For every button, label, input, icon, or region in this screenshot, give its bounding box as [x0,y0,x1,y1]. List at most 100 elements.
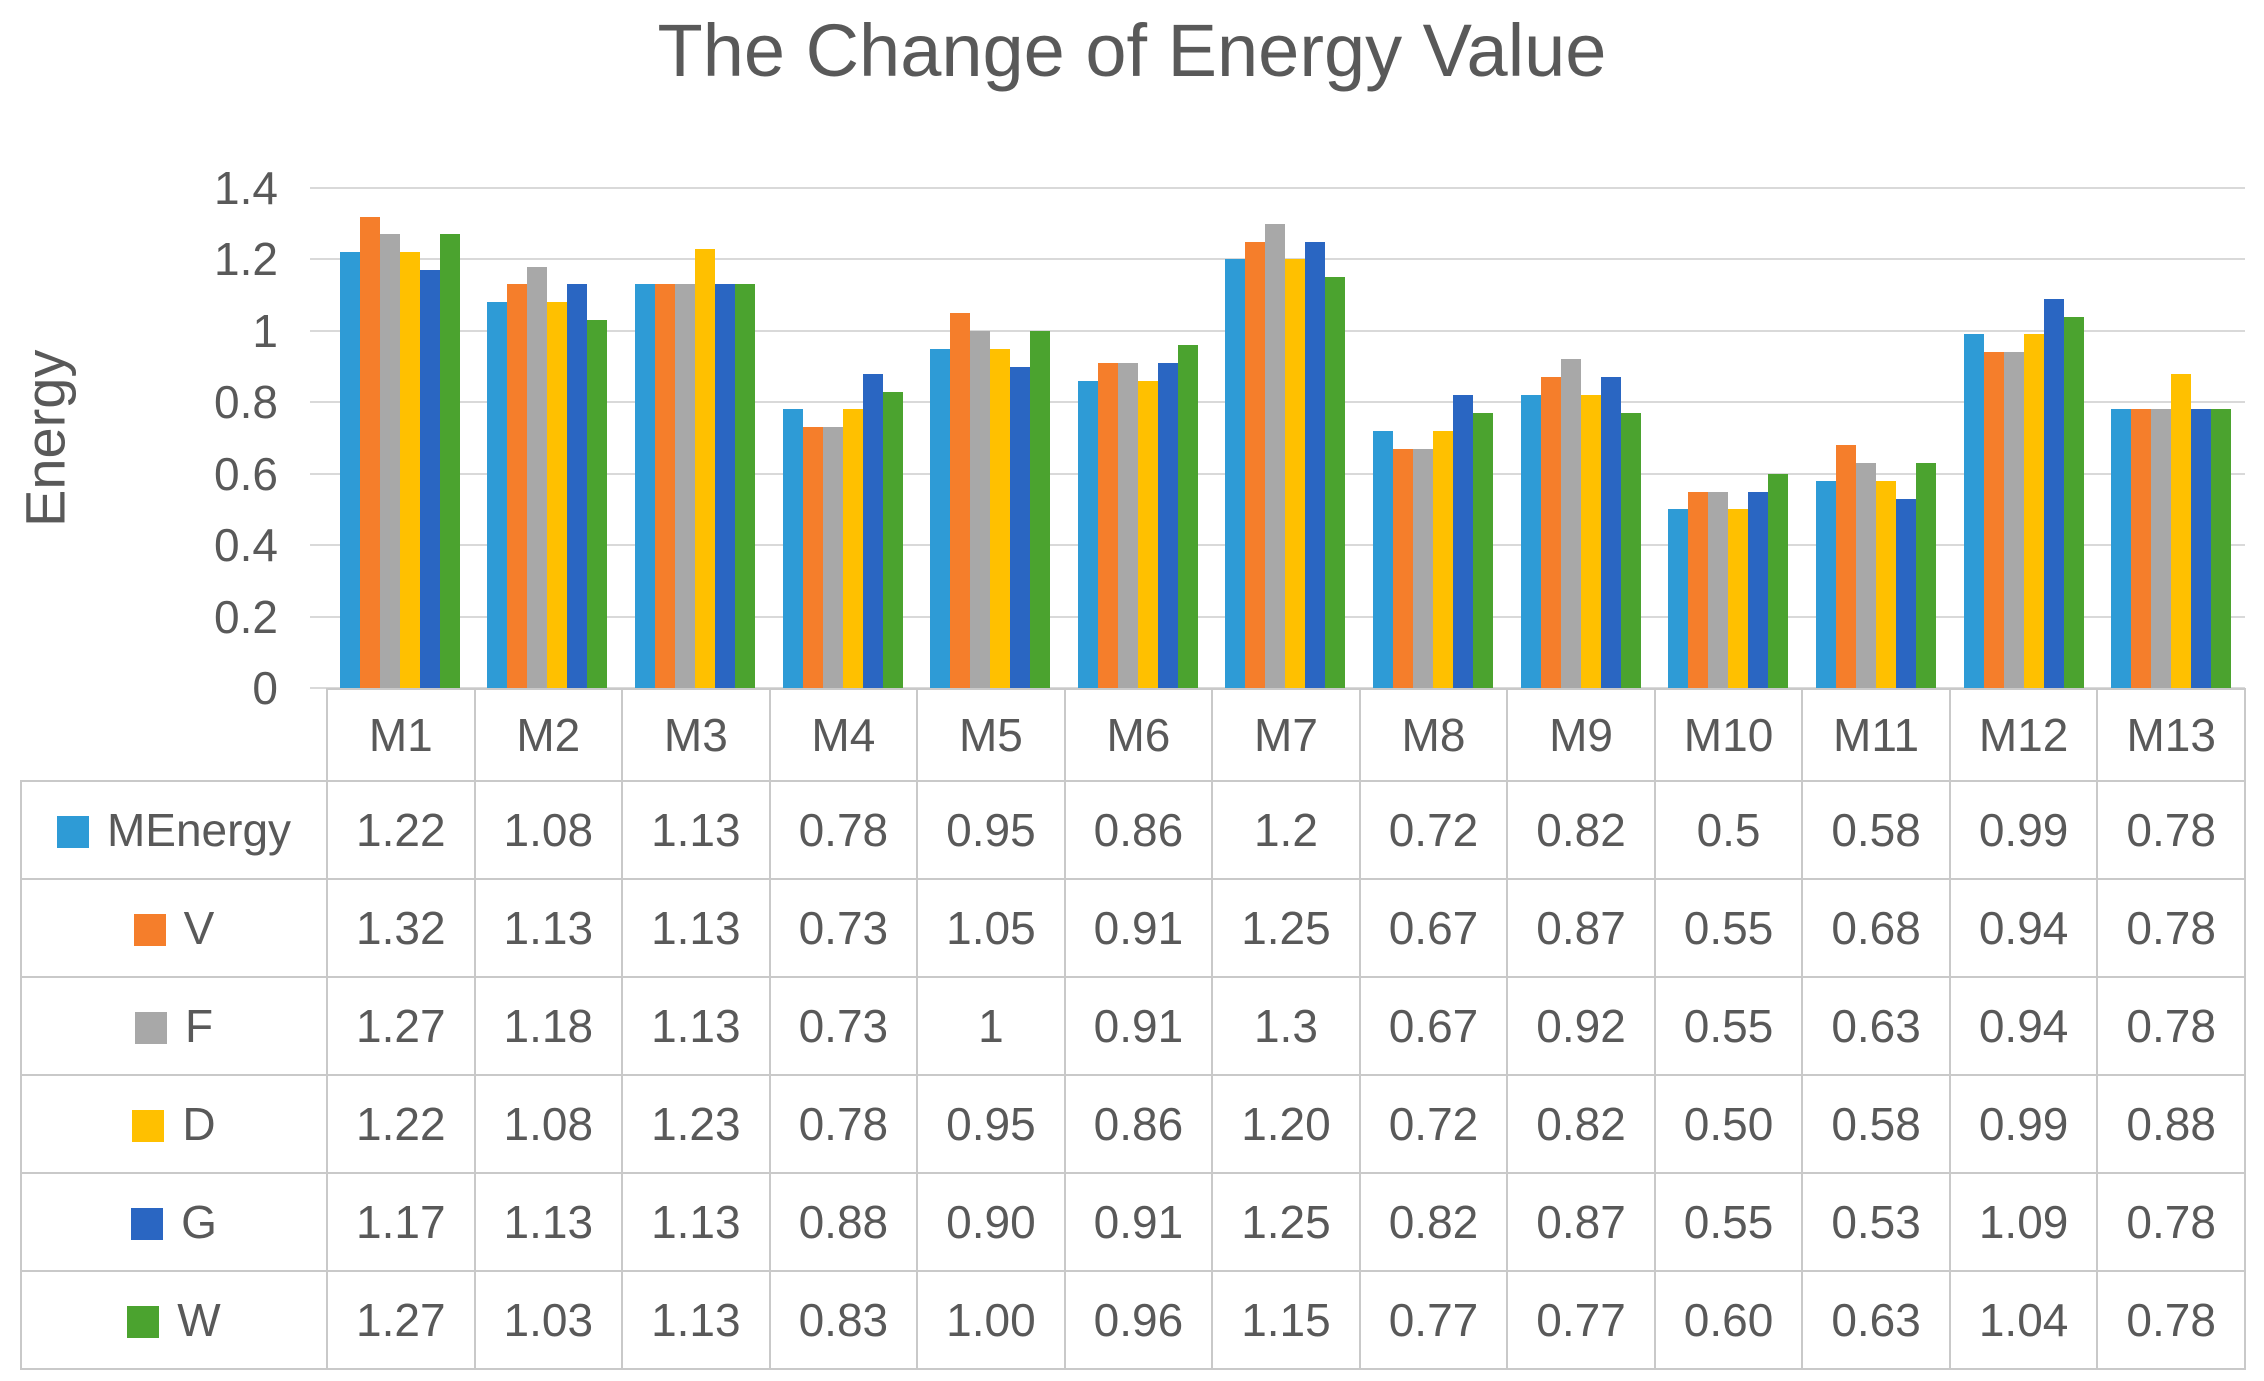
bar-menergy-m7 [1225,259,1246,688]
bar-w-m2 [587,320,608,688]
bar-w-m11 [1915,463,1936,688]
value-d-m4: 0.78 [768,1074,919,1174]
bar-d-m4 [842,409,863,688]
y-tick-mark-1.4 [310,187,326,189]
value-g-m3: 1.13 [621,1172,771,1272]
value-g-m10: 0.55 [1653,1172,1804,1272]
value-menergy-m1: 1.22 [326,780,476,880]
series-name-d: D [182,1098,216,1150]
value-v-m8: 0.67 [1358,878,1509,978]
bar-d-m9 [1580,395,1601,688]
column-header-m4: M4 [768,688,919,782]
value-menergy-m7: 1.2 [1211,780,1361,880]
bar-group-m13 [2097,188,2245,688]
legend-cell-d: D [20,1074,328,1174]
bar-menergy-m9 [1520,395,1541,688]
bar-f-m2 [527,266,548,688]
value-w-m3: 1.13 [621,1270,771,1370]
legend-swatch-g [131,1208,164,1240]
bar-f-m13 [2151,409,2172,688]
value-d-m13: 0.88 [2096,1074,2246,1174]
bar-d-m5 [990,348,1011,688]
value-d-m12: 0.99 [1948,1074,2099,1174]
bar-g-m2 [567,284,588,688]
table-row-d: D 1.22 1.08 1.23 0.78 0.95 0.86 1.20 0.72 0.82 0.5… [20,1074,2246,1174]
bar-w-m6 [1177,345,1198,688]
value-d-m5: 0.95 [916,1074,1066,1174]
bar-w-m4 [882,391,903,688]
bar-f-m6 [1117,363,1138,688]
legend-cell-f: F [20,976,328,1076]
value-menergy-m4: 0.78 [768,780,919,880]
bar-menergy-m13 [2111,409,2132,688]
legend-cell-g: G [20,1172,328,1272]
bar-d-m2 [547,302,568,688]
value-f-m11: 0.63 [1801,976,1951,1076]
y-tick-mark-1.2 [310,258,326,261]
bar-d-m6 [1137,380,1158,688]
gridline-0 [326,687,2245,689]
y-tick-label-0.2: 0.2 [214,590,278,643]
plot-area: 1.4 1.2 1 0.8 0.6 0.4 0.2 0 [214,165,2245,711]
bar-menergy-m11 [1815,480,1836,688]
value-menergy-m8: 0.72 [1358,780,1509,880]
value-g-m12: 1.09 [1948,1172,2099,1272]
y-tick-label-0.6: 0.6 [214,447,278,500]
value-g-m6: 0.91 [1063,1172,1214,1272]
value-w-m1: 1.27 [326,1270,476,1370]
value-g-m13: 0.78 [2096,1172,2246,1272]
value-v-m10: 0.55 [1653,878,1804,978]
value-v-m12: 0.94 [1948,878,2099,978]
bar-g-m13 [2191,409,2212,688]
value-menergy-m6: 0.86 [1063,780,1214,880]
value-f-m4: 0.73 [768,976,919,1076]
value-w-m6: 0.96 [1063,1270,1214,1370]
value-d-m7: 1.20 [1211,1074,1361,1174]
value-f-m12: 0.94 [1948,976,2099,1076]
bar-group-m8 [1359,188,1507,688]
legend-swatch-menergy [56,816,89,848]
value-g-m11: 0.53 [1801,1172,1951,1272]
bar-f-m3 [675,284,696,688]
bar-g-m7 [1305,241,1326,688]
bar-v-m6 [1097,363,1118,688]
bar-g-m8 [1453,395,1474,688]
column-header-m13: M13 [2096,688,2246,782]
column-header-m6: M6 [1063,688,1214,782]
bar-d-m3 [695,248,716,688]
bar-g-m5 [1010,366,1031,688]
value-g-m8: 0.82 [1358,1172,1509,1272]
bar-v-m9 [1540,377,1561,688]
bar-group-m12 [1950,188,2098,688]
value-w-m10: 0.60 [1653,1270,1804,1370]
bar-group-m1 [326,188,474,688]
value-v-m7: 1.25 [1211,878,1361,978]
value-w-m4: 0.83 [768,1270,919,1370]
bar-g-m9 [1600,377,1621,688]
gridline-1.2 [326,258,2245,261]
y-tick-mark-0.6 [310,472,326,475]
value-d-m8: 0.72 [1358,1074,1509,1174]
value-menergy-m13: 0.78 [2096,780,2246,880]
value-f-m2: 1.18 [473,976,624,1076]
value-d-m11: 0.58 [1801,1074,1951,1174]
chart-title: The Change of Energy Value [657,9,1607,92]
y-tick-mark-0.2 [310,615,326,618]
table-row-v: V 1.32 1.13 1.13 0.73 1.05 0.91 1.25 0.67 0.87 0.5… [20,878,2246,978]
bar-w-m7 [1325,277,1346,688]
value-menergy-m9: 0.82 [1506,780,1656,880]
value-w-m5: 1.00 [916,1270,1066,1370]
bar-menergy-m10 [1668,509,1689,688]
column-header-m5: M5 [916,688,1066,782]
y-tick-mark-0 [310,687,326,689]
value-v-m9: 0.87 [1506,878,1656,978]
value-g-m2: 1.13 [473,1172,624,1272]
bar-w-m3 [735,284,756,688]
bar-w-m1 [439,234,460,688]
table-row-w: W 1.27 1.03 1.13 0.83 1.00 0.96 1.15 0.77 0.77 0.6… [20,1270,2246,1370]
legend-swatch-d [132,1110,165,1142]
bar-menergy-m6 [1077,380,1098,688]
bar-d-m13 [2171,373,2192,688]
bar-v-m3 [655,284,676,688]
bar-group-m7 [1212,188,1360,688]
